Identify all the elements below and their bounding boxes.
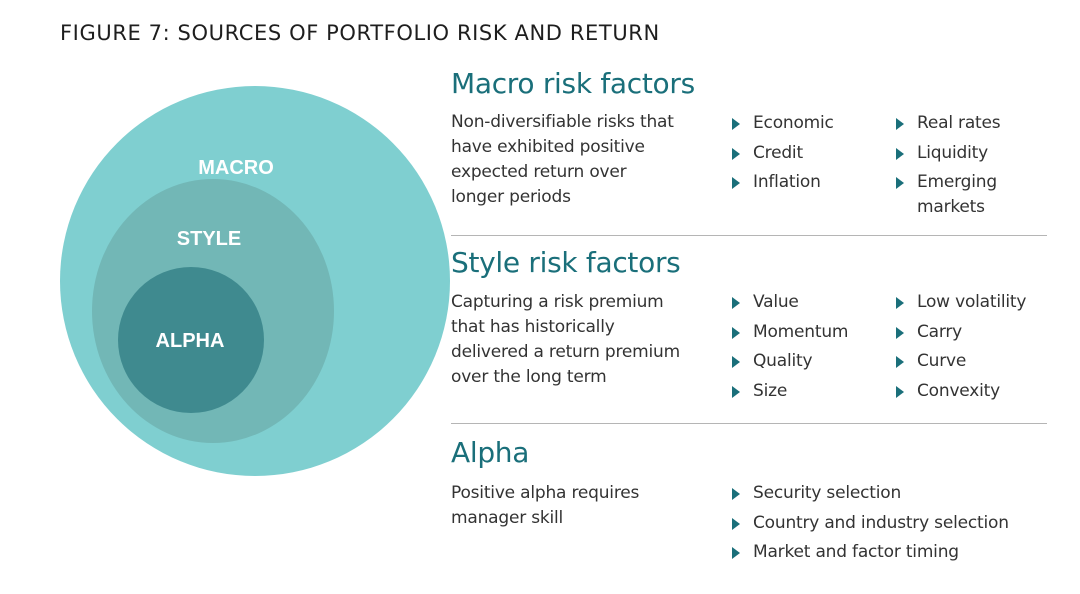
- arrow-bullet-icon: [896, 356, 904, 369]
- alpha-section: Alpha Positive alpha requires manager sk…: [451, 436, 1047, 576]
- macro-section: Macro risk factors Non-diversifiable ris…: [451, 67, 1047, 237]
- arrow-bullet-icon: [896, 147, 904, 160]
- arrow-bullet-icon: [732, 517, 740, 530]
- alpha-description: Positive alpha requires manager skill: [451, 481, 639, 531]
- list-item: Convexity: [894, 377, 1026, 407]
- alpha-heading: Alpha: [451, 436, 530, 469]
- style-description: Capturing a risk premium that has histor…: [451, 290, 680, 390]
- arrow-bullet-icon: [732, 147, 740, 160]
- arrow-bullet-icon: [896, 326, 904, 339]
- macro-description: Non-diversifiable risks that have exhibi…: [451, 110, 674, 210]
- list-item: Liquidity: [894, 139, 1014, 169]
- list-item: Value: [730, 288, 848, 318]
- list-item: Economic: [730, 109, 834, 139]
- macro-description-line: Non-diversifiable risks that: [451, 112, 674, 132]
- arrow-bullet-icon: [896, 297, 904, 309]
- alpha-description-line: manager skill: [451, 508, 564, 528]
- macro-description-line: expected return over: [451, 162, 627, 182]
- arrow-bullet-icon: [732, 547, 740, 560]
- style-heading: Style risk factors: [451, 246, 681, 279]
- arrow-bullet-icon: [732, 386, 740, 399]
- macro-factors-col1: Economic Credit Inflation: [730, 109, 834, 198]
- alpha-factors-list: Security selection Country and industry …: [730, 479, 1009, 568]
- arrow-bullet-icon: [732, 356, 740, 369]
- style-circle-label: STYLE: [176, 228, 242, 250]
- section-divider: [451, 423, 1047, 424]
- list-item: Security selection: [730, 479, 1009, 509]
- list-item: Curve: [894, 347, 1026, 377]
- style-description-line: delivered a return premium: [451, 342, 680, 362]
- style-description-line: over the long term: [451, 367, 607, 387]
- style-factors-col1: Value Momentum Quality Size: [730, 288, 848, 407]
- style-factors-col2: Low volatility Carry Curve Convexity: [894, 288, 1026, 407]
- arrow-bullet-icon: [732, 488, 740, 500]
- macro-description-line: longer periods: [451, 187, 571, 207]
- list-item: Low volatility: [894, 288, 1026, 318]
- list-item: Quality: [730, 347, 848, 377]
- list-item: Emerging markets: [894, 168, 1014, 220]
- alpha-circle-label: ALPHA: [155, 330, 225, 352]
- arrow-bullet-icon: [896, 177, 904, 190]
- arrow-bullet-icon: [732, 297, 740, 309]
- style-description-line: that has historically: [451, 317, 615, 337]
- arrow-bullet-icon: [896, 386, 904, 399]
- alpha-description-line: Positive alpha requires: [451, 483, 640, 503]
- figure-title: FIGURE 7: SOURCES OF PORTFOLIO RISK AND …: [60, 21, 660, 45]
- list-item: Momentum: [730, 318, 848, 348]
- macro-description-line: have exhibited positive: [451, 137, 645, 157]
- alpha-circle: [118, 267, 264, 413]
- macro-circle-label: MACRO: [198, 157, 274, 179]
- list-item: Real rates: [894, 109, 1014, 139]
- arrow-bullet-icon: [896, 118, 904, 130]
- style-section: Style risk factors Capturing a risk prem…: [451, 246, 1047, 416]
- list-item: Country and industry selection: [730, 509, 1009, 539]
- section-divider: [451, 235, 1047, 236]
- macro-factors-col2: Real rates Liquidity Emerging markets: [894, 109, 1014, 220]
- arrow-bullet-icon: [732, 177, 740, 190]
- list-item: Credit: [730, 139, 834, 169]
- list-item: Market and factor timing: [730, 538, 1009, 568]
- list-item: Size: [730, 377, 848, 407]
- list-item: Carry: [894, 318, 1026, 348]
- arrow-bullet-icon: [732, 326, 740, 339]
- arrow-bullet-icon: [732, 118, 740, 130]
- style-description-line: Capturing a risk premium: [451, 292, 664, 312]
- list-item: Inflation: [730, 168, 834, 198]
- macro-heading: Macro risk factors: [451, 67, 695, 100]
